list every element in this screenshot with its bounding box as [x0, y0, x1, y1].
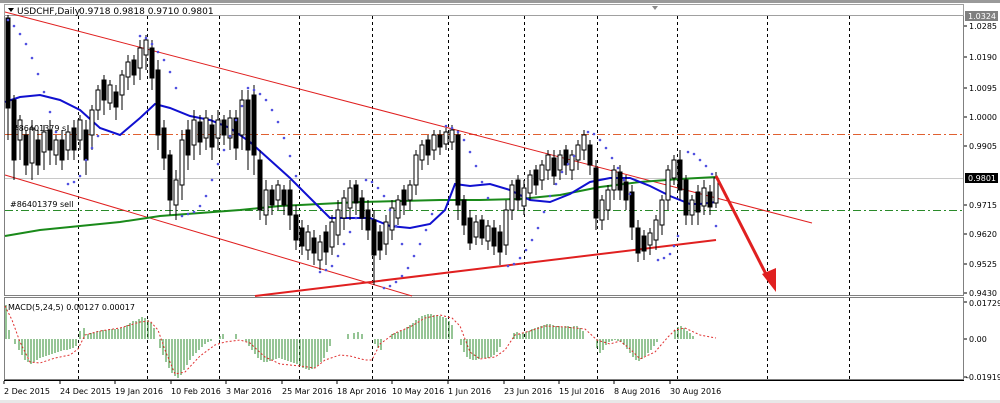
candlesticks[interactable] [5, 15, 719, 285]
price-tick: 0.9430 [969, 289, 997, 298]
forecast-arrow[interactable] [714, 175, 776, 292]
chart-header: USDCHF,Daily 0.9718 0.9818 0.9710 0.9801 [8, 7, 214, 17]
time-label: 8 Aug 2016 [614, 387, 660, 396]
time-label: 18 Apr 2016 [337, 387, 386, 396]
current-price-label: 0.9801 [968, 174, 996, 183]
ohlc-values: 0.9718 0.9818 0.9710 0.9801 [79, 7, 214, 17]
macd-tick: 0.01729 [969, 299, 1000, 308]
time-label: 23 Jun 2016 [504, 387, 552, 396]
buy-order-label[interactable]: #86401379 s [12, 124, 66, 133]
time-label: 10 Feb 2016 [171, 387, 221, 396]
price-tick: 0.9905 [969, 142, 997, 151]
macd-tick: -0.01919 [966, 373, 1000, 382]
time-label: 30 Aug 2016 [670, 387, 721, 396]
price-tick: 0.9620 [969, 230, 997, 239]
macd-tick: 0.00 [969, 335, 987, 344]
time-label: 19 Jan 2016 [115, 387, 163, 396]
time-label: 3 Mar 2016 [226, 387, 272, 396]
time-label: 24 Dec 2015 [60, 387, 111, 396]
macd-label: MACD(5,24,5) 0.00127 0.00017 [8, 303, 135, 312]
parabolic-sar [6, 18, 718, 290]
price-tick: 1.0000 [969, 113, 997, 122]
price-tick: 1.0095 [969, 84, 997, 93]
time-label: 1 Jun 2016 [448, 387, 491, 396]
macd-signal-line [4, 305, 717, 375]
price-tick: 1.0285 [969, 22, 997, 31]
macd-axis[interactable]: 0.01729 0.00 -0.01919 [964, 299, 1000, 382]
price-tick: 1.0190 [969, 53, 997, 62]
time-label: 10 May 2016 [392, 387, 444, 396]
price-axis[interactable]: 1.0324 1.0285 1.0190 1.0095 1.0000 0.990… [964, 11, 998, 298]
dropdown-arrow-icon[interactable] [8, 8, 14, 12]
scroll-marker-icon[interactable] [652, 6, 658, 10]
sell-order-label[interactable]: #86401379 sell [10, 200, 74, 209]
time-label: 2 Dec 2015 [4, 387, 50, 396]
price-tick: 0.9715 [969, 201, 997, 210]
macd-histogram [5, 305, 694, 378]
time-label: 25 Mar 2016 [282, 387, 333, 396]
price-tick: 0.9525 [969, 260, 997, 269]
top-price-label: 1.0324 [968, 12, 996, 21]
macd-pane[interactable] [4, 297, 964, 380]
symbol-title: USDCHF,Daily [17, 7, 81, 17]
time-axis[interactable]: 2 Dec 2015 24 Dec 2015 19 Jan 2016 10 Fe… [3, 381, 721, 396]
time-label: 15 Jul 2016 [559, 387, 604, 396]
